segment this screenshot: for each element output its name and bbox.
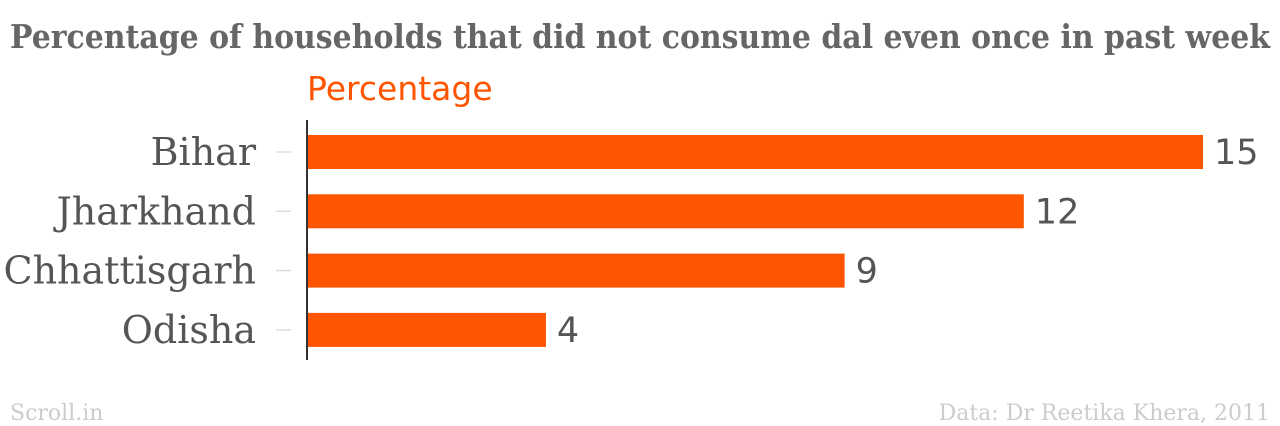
footer-source-left: Scroll.in [10, 401, 103, 426]
footer-source-right: Data: Dr Reetika Khera, 2011 [939, 401, 1270, 426]
chart-title: Percentage of households that did not co… [10, 17, 1271, 56]
bar-value-label: 15 [1214, 133, 1259, 173]
bar-value-label: 9 [856, 252, 878, 292]
series-label: Percentage [307, 69, 493, 108]
bar [307, 312, 546, 347]
bar-value-label: 4 [557, 311, 579, 351]
category-label: Jharkhand [53, 189, 256, 233]
bar [307, 194, 1024, 229]
category-label: Chhattisgarh [4, 249, 257, 293]
bar [307, 253, 845, 288]
bar-value-label: 12 [1035, 192, 1080, 232]
category-label: Odisha [122, 308, 256, 352]
category-label: Bihar [151, 130, 257, 174]
chart-marks: Bihar 15 Jharkhand 12 Chhattisgarh 9 Odisha 4 [4, 130, 1259, 352]
bar [307, 135, 1203, 169]
